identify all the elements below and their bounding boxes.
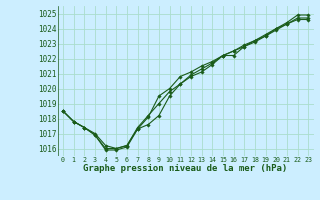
X-axis label: Graphe pression niveau de la mer (hPa): Graphe pression niveau de la mer (hPa) [84,164,288,173]
